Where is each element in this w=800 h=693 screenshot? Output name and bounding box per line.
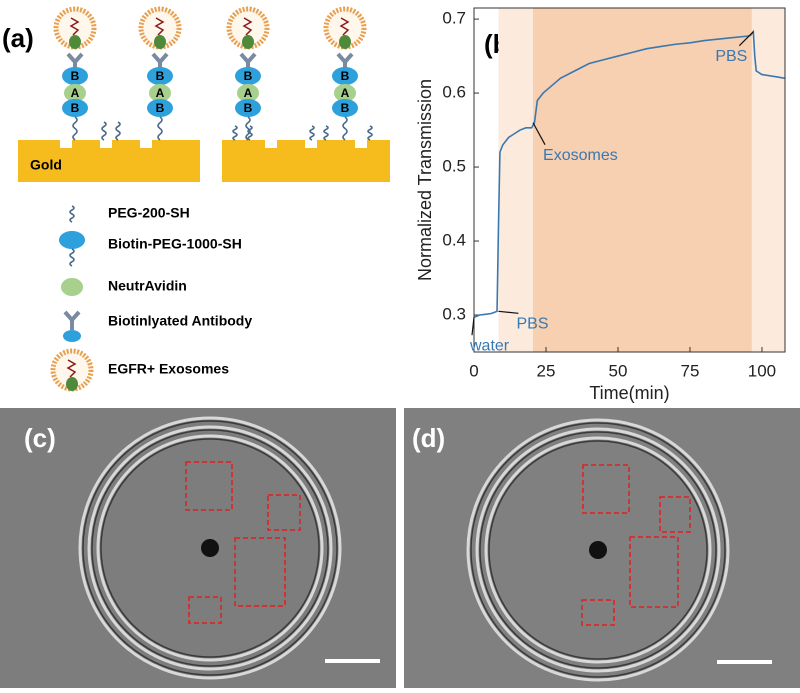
x-tick-label: 75 bbox=[681, 361, 700, 380]
peg-200 bbox=[323, 125, 329, 141]
biotin bbox=[235, 67, 261, 85]
peg-200 bbox=[367, 125, 373, 141]
molecule-letter: B bbox=[71, 69, 80, 83]
micrograph bbox=[404, 408, 800, 688]
panel-label: (d) bbox=[412, 423, 445, 453]
avidin bbox=[61, 278, 83, 296]
molecule-letter: B bbox=[156, 101, 165, 115]
x-tick-label: 100 bbox=[748, 361, 776, 380]
annotation-arrow bbox=[532, 122, 546, 145]
peg-200 bbox=[232, 125, 238, 141]
biotin bbox=[332, 67, 358, 85]
legend-label: PEG-200-SH bbox=[108, 205, 190, 221]
exosome-receptor bbox=[154, 35, 166, 49]
molecule-letter: B bbox=[244, 69, 253, 83]
annotation-arrow bbox=[738, 31, 754, 47]
panel-label: (a) bbox=[2, 23, 34, 53]
annotation: PBS bbox=[715, 48, 747, 65]
molecule-letter: A bbox=[244, 86, 253, 100]
annotation-arrow bbox=[498, 310, 519, 314]
molecule-letter: B bbox=[71, 101, 80, 115]
x-tick-label: 50 bbox=[609, 361, 628, 380]
legend-label: Biotin-PEG-1000-SH bbox=[108, 236, 242, 252]
peg-1000 bbox=[342, 116, 348, 141]
peg-1000 bbox=[69, 248, 75, 267]
biotin bbox=[63, 330, 81, 342]
exosome-receptor bbox=[339, 35, 351, 49]
x-tick-label: 0 bbox=[469, 361, 478, 380]
peg-200 bbox=[115, 121, 121, 141]
molecule-letter: A bbox=[71, 86, 80, 100]
legend-label: EGFR+ Exosomes bbox=[108, 361, 229, 377]
biotin bbox=[62, 67, 88, 85]
molecule-letter: B bbox=[341, 101, 350, 115]
biotin bbox=[332, 99, 358, 117]
annotation: Exosomes bbox=[543, 147, 618, 164]
legend-label: Biotinlyated Antibody bbox=[108, 313, 252, 329]
x-tick-label: 25 bbox=[537, 361, 556, 380]
exosome-rna bbox=[66, 359, 77, 378]
exosome-receptor bbox=[69, 35, 81, 49]
legend-label: NeutrAvidin bbox=[108, 278, 187, 294]
avidin bbox=[334, 84, 356, 102]
avidin bbox=[237, 84, 259, 102]
peg-200 bbox=[69, 205, 75, 223]
annotation-arrow bbox=[471, 317, 475, 336]
exosome-rna bbox=[69, 17, 80, 36]
shaded-region bbox=[751, 8, 785, 352]
gold-substrate bbox=[18, 140, 390, 182]
molecule-letter: B bbox=[244, 101, 253, 115]
biotin bbox=[147, 67, 173, 85]
y-axis-label: Normalized Transmission bbox=[415, 79, 435, 281]
biotin bbox=[59, 231, 85, 249]
y-tick-label: 0.4 bbox=[442, 231, 466, 250]
peg-1000 bbox=[157, 116, 163, 141]
exosome-rna bbox=[242, 17, 253, 36]
peg-200 bbox=[247, 125, 253, 141]
y-tick-label: 0.3 bbox=[442, 304, 466, 323]
micrograph bbox=[0, 408, 396, 688]
annotation: water bbox=[469, 337, 510, 354]
biotin bbox=[147, 99, 173, 117]
exosome-rna bbox=[339, 17, 350, 36]
y-tick-label: 0.6 bbox=[442, 83, 466, 102]
shaded-region bbox=[533, 8, 752, 352]
plot-frame bbox=[473, 7, 786, 353]
antibody bbox=[63, 310, 81, 330]
exosome-rna bbox=[154, 17, 165, 36]
molecule-letter: B bbox=[341, 69, 350, 83]
x-axis-label: Time(min) bbox=[589, 383, 669, 403]
substrate-label: Gold bbox=[30, 157, 62, 173]
exosome-receptor bbox=[66, 377, 78, 391]
annotation: PBS bbox=[516, 316, 548, 333]
shaded-region bbox=[498, 8, 534, 352]
biotin bbox=[62, 99, 88, 117]
molecule-letter: A bbox=[341, 86, 350, 100]
biotin bbox=[235, 99, 261, 117]
y-tick-label: 0.5 bbox=[442, 157, 466, 176]
avidin bbox=[149, 84, 171, 102]
exosome-receptor bbox=[242, 35, 254, 49]
peg-1000 bbox=[72, 116, 78, 141]
molecule-letter: B bbox=[156, 69, 165, 83]
y-tick-label: 0.7 bbox=[442, 9, 466, 28]
avidin bbox=[64, 84, 86, 102]
peg-1000 bbox=[245, 116, 251, 141]
peg-200 bbox=[309, 125, 315, 141]
panel-label: (c) bbox=[24, 423, 56, 453]
peg-200 bbox=[101, 121, 107, 141]
molecule-letter: A bbox=[156, 86, 165, 100]
